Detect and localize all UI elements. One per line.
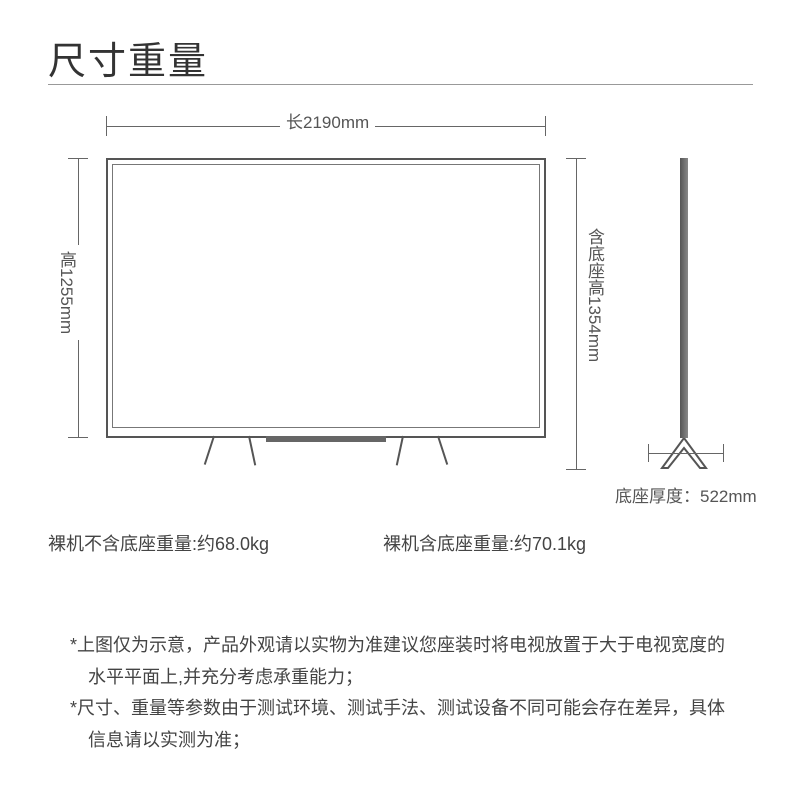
weight-with-stand: 裸机含底座重量:约70.1kg: [383, 530, 586, 556]
stand-leg: [248, 436, 256, 466]
note-line: *上图仅为示意，产品外观请以实物为准建议您座装时将电视放置于大于电视宽度的水平平…: [70, 630, 740, 693]
width-label: 长2190mm: [280, 108, 375, 133]
tv-side-view: [680, 158, 688, 438]
tv-front-view: [106, 158, 546, 438]
height-with-stand-label: 含底座高1354mm: [582, 228, 607, 362]
stand-leg: [396, 436, 404, 466]
note-line: *尺寸、重量等参数由于测试环境、测试手法、测试设备不同可能会存在差异，具体信息请…: [70, 693, 740, 756]
top-ruler-tick-r: [545, 116, 546, 136]
left-ruler-tick-b: [68, 437, 88, 438]
side-ruler-line: [648, 453, 724, 454]
weight-without-stand: 裸机不含底座重量:约68.0kg: [48, 530, 269, 556]
tv-bezel: [112, 164, 540, 428]
weight-row: 裸机不含底座重量:约68.0kg 裸机含底座重量:约70.1kg: [48, 530, 752, 556]
notes: *上图仅为示意，产品外观请以实物为准建议您座装时将电视放置于大于电视宽度的水平平…: [70, 630, 740, 756]
height-label: 高1255mm: [54, 245, 79, 340]
right-ruler-line: [576, 158, 577, 470]
side-ruler-tick-r: [723, 444, 724, 462]
base-depth-label: 底座厚度：522mm: [615, 482, 757, 507]
right-ruler-tick-b: [566, 469, 586, 470]
right-ruler-tick-t: [566, 158, 586, 159]
stand-leg: [437, 436, 448, 465]
stand-leg: [204, 436, 215, 465]
tv-side-stand: [656, 438, 712, 470]
left-ruler-tick-t: [68, 158, 88, 159]
page-title: 尺寸重量: [48, 30, 208, 85]
top-ruler-tick-l: [106, 116, 107, 136]
tv-stand-bar: [266, 436, 386, 442]
title-underline: [48, 84, 753, 85]
